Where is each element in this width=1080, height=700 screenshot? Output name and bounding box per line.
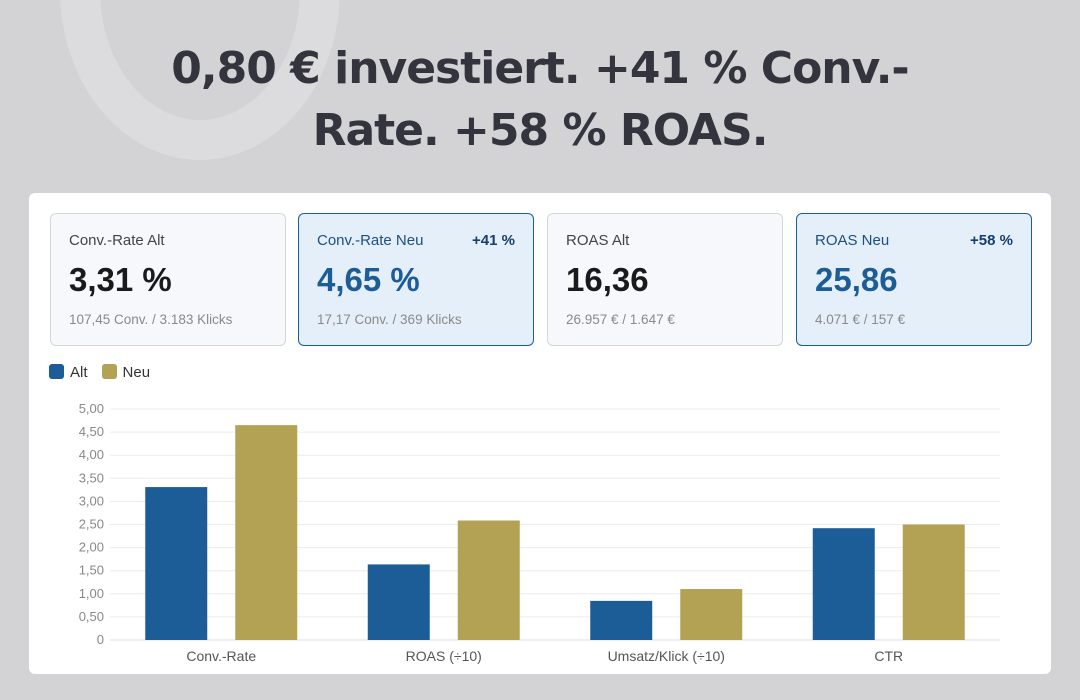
bar-alt	[812, 528, 875, 640]
kpi-sub: 107,45 Conv. / 3.183 Klicks	[69, 312, 233, 327]
headline-line-1: 0,80 € investiert. +41 % Conv.-	[171, 43, 909, 94]
bar-alt	[145, 487, 208, 640]
kpi-sub: 17,17 Conv. / 369 Klicks	[317, 312, 462, 327]
y-tick-label: 0	[97, 632, 104, 647]
legend-item-neu[interactable]: Neu	[101, 364, 151, 381]
kpi-label: Conv.-Rate Neu	[317, 232, 424, 249]
kpi-sub: 26.957 € / 1.647 €	[566, 312, 675, 327]
y-tick-label: 2,50	[79, 517, 104, 532]
legend-swatch-neu	[101, 364, 117, 379]
bar-neu	[457, 520, 520, 640]
kpi-roas-alt: ROAS Alt 16,36 26.957 € / 1.647 €	[547, 213, 783, 346]
legend-label: Alt	[70, 364, 88, 381]
legend-swatch-alt	[49, 364, 64, 379]
kpi-conv-rate-alt: Conv.-Rate Alt 3,31 % 107,45 Conv. / 3.1…	[50, 213, 286, 346]
y-tick-label: 0,50	[79, 609, 104, 624]
bar-neu	[680, 589, 743, 640]
legend-label: Neu	[122, 364, 151, 381]
kpi-value: 3,31 %	[69, 261, 172, 298]
bar-chart: 0 0,50 1,00 1,50 2,00 2,50 3,00 3,50 4,00 4,50 5,0…	[79, 401, 1000, 664]
bar-alt	[590, 600, 653, 640]
kpi-value: 25,86	[815, 261, 898, 298]
kpi-label: Conv.-Rate Alt	[69, 232, 165, 249]
headline-line-2: Rate. +58 % ROAS.	[312, 105, 769, 156]
bar-neu	[902, 524, 965, 640]
bar-neu	[235, 425, 298, 640]
kpi-badge: +58 %	[970, 232, 1013, 249]
y-tick-label: 4,50	[79, 424, 104, 439]
y-tick-label: 5,00	[79, 401, 104, 416]
kpi-badge: +41 %	[472, 232, 515, 249]
x-tick-label: Conv.-Rate	[186, 648, 256, 664]
y-tick-label: 3,50	[79, 470, 104, 485]
x-tick-label: CTR	[874, 648, 903, 664]
kpi-label: ROAS Neu	[815, 232, 890, 249]
y-tick-label: 1,00	[79, 586, 104, 601]
kpi-value: 16,36	[566, 261, 649, 298]
dashboard-card: Conv.-Rate Alt 3,31 % 107,45 Conv. / 3.1…	[29, 193, 1051, 674]
kpi-conv-rate-neu: Conv.-Rate Neu +41 % 4,65 % 17,17 Conv. …	[298, 213, 534, 346]
y-tick-label: 2,00	[79, 540, 104, 555]
y-tick-label: 1,50	[79, 563, 104, 578]
legend-item-alt[interactable]: Alt	[49, 364, 88, 381]
chart-legend: Alt Neu	[49, 364, 150, 381]
bar-alt	[367, 564, 430, 640]
x-tick-label: ROAS (÷10)	[406, 648, 482, 664]
x-tick-label: Umsatz/Klick (÷10)	[608, 648, 725, 664]
y-tick-label: 4,00	[79, 447, 104, 462]
kpi-sub: 4.071 € / 157 €	[815, 312, 906, 327]
y-tick-label: 3,00	[79, 493, 104, 508]
headline: 0,80 € investiert. +41 % Conv.- Rate. +5…	[0, 38, 1080, 162]
kpi-roas-neu: ROAS Neu +58 % 25,86 4.071 € / 157 €	[796, 213, 1032, 346]
kpi-value: 4,65 %	[317, 261, 420, 298]
kpi-label: ROAS Alt	[566, 232, 630, 249]
